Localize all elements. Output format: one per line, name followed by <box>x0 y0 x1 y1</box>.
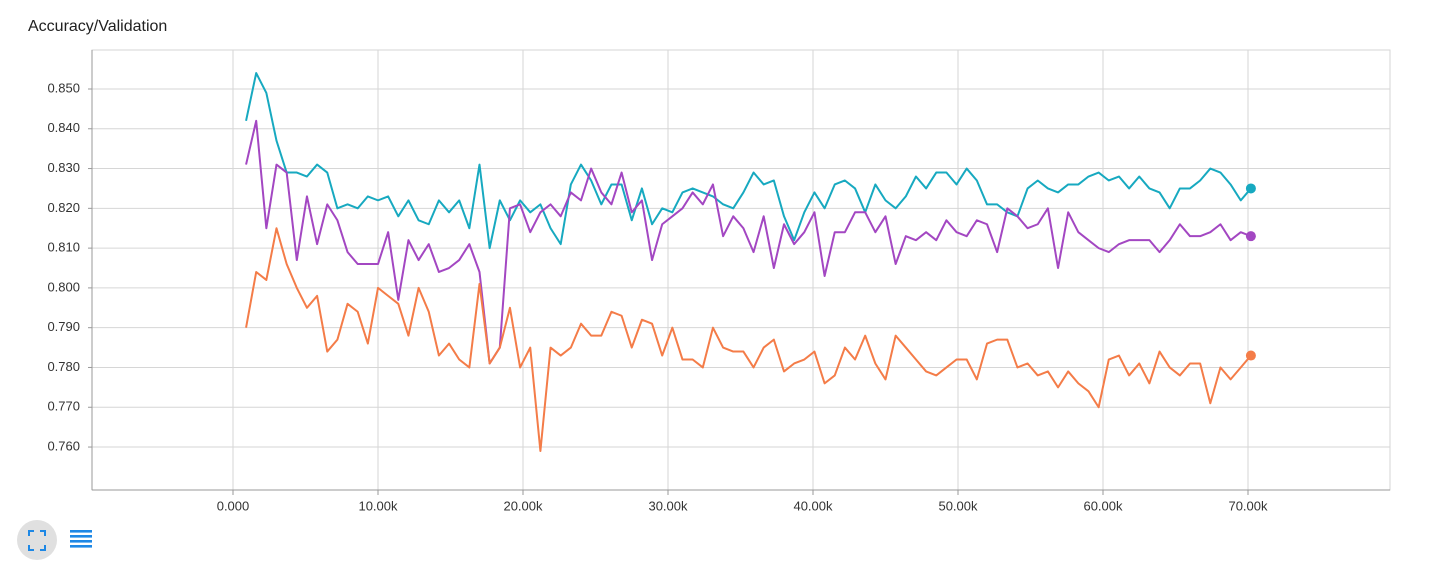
x-tick-label: 40.00k <box>793 498 833 513</box>
y-tick-label: 0.770 <box>47 399 80 414</box>
x-tick-label: 60.00k <box>1083 498 1123 513</box>
x-tick-label: 10.00k <box>358 498 398 513</box>
y-tick-label: 0.820 <box>47 200 80 215</box>
series-line <box>245 119 1252 365</box>
chart-title: Accuracy/Validation <box>28 18 167 35</box>
plot-border <box>91 49 1391 491</box>
y-tick-label: 0.830 <box>47 160 80 175</box>
toggle-log-button[interactable] <box>70 530 92 548</box>
x-tick-label: 70.00k <box>1228 498 1268 513</box>
y-tick-label: 0.790 <box>47 319 80 334</box>
x-tick-label: 0.000 <box>217 498 250 513</box>
x-tick-label: 20.00k <box>503 498 543 513</box>
series-end-dot <box>1245 350 1256 361</box>
fit-domain-button[interactable] <box>17 520 57 560</box>
x-tick-label: 30.00k <box>648 498 688 513</box>
y-tick-label: 0.760 <box>47 438 80 453</box>
series-line <box>245 72 1252 250</box>
y-tick-label: 0.800 <box>47 279 80 294</box>
y-tick-label: 0.780 <box>47 359 80 374</box>
series-line <box>245 227 1252 453</box>
y-tick-label: 0.850 <box>47 80 80 95</box>
plot-area: 0.760 0.770 0.780 0.790 0.800 0.810 0.820 0.830… <box>47 49 1391 513</box>
y-tick-label: 0.840 <box>47 120 80 135</box>
y-tick-label: 0.810 <box>47 240 80 255</box>
series-end-dot <box>1245 183 1256 194</box>
series-end-dot <box>1245 231 1256 242</box>
x-tick-label: 50.00k <box>938 498 978 513</box>
